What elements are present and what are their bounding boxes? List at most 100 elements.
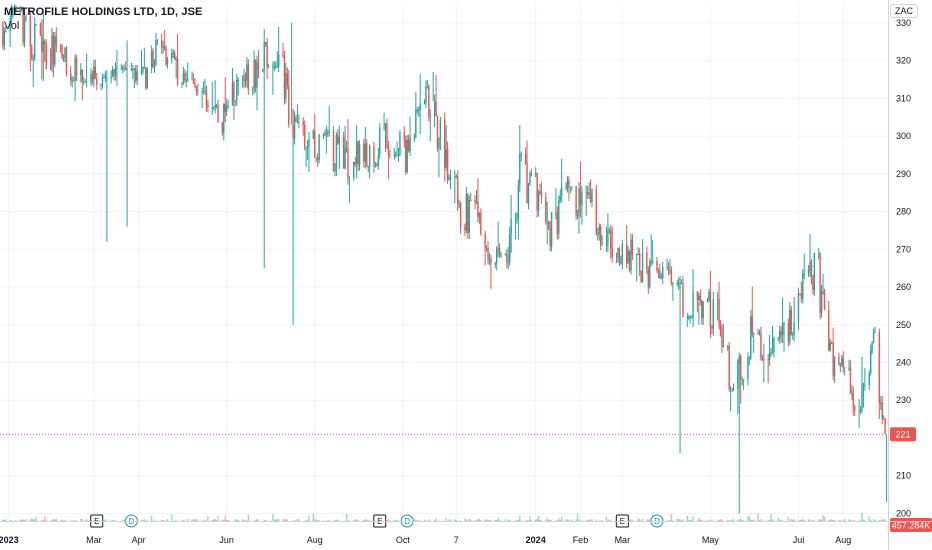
candle-body: [251, 89, 254, 91]
candle-body: [712, 299, 714, 329]
volume-bar: [578, 519, 580, 521]
candle-body: [266, 42, 268, 67]
candle: [880, 396, 882, 410]
candle-body: [368, 146, 371, 167]
candle-body: [692, 291, 694, 318]
candle: [555, 188, 557, 220]
candle: [458, 199, 460, 209]
candle: [589, 179, 592, 204]
candle-body: [719, 325, 722, 330]
candle-body: [389, 154, 391, 156]
candle-body: [322, 134, 325, 136]
candle: [165, 45, 167, 67]
candle-body: [416, 109, 418, 111]
candle-body: [864, 385, 866, 387]
time-axis[interactable]: 2023 Mar Apr Jun Aug Oct 7 2024 Feb Mar May Jul Aug: [0, 521, 932, 546]
volume-bar: [334, 519, 336, 521]
volume-bar: [729, 520, 732, 521]
candle-body: [753, 334, 755, 336]
candle: [569, 186, 572, 194]
candle-body: [197, 90, 199, 92]
candle-body: [597, 234, 599, 236]
candle: [620, 255, 622, 265]
candle: [31, 44, 33, 61]
candle: [132, 64, 134, 79]
candle: [640, 270, 642, 284]
volume-bar: [864, 520, 866, 521]
candle: [478, 212, 481, 225]
candle: [618, 246, 621, 267]
candle-body: [721, 329, 723, 347]
volume-bar: [487, 519, 489, 521]
candle: [282, 42, 284, 58]
candle: [100, 83, 102, 91]
volume-label[interactable]: Vol: [4, 20, 20, 32]
volume-bar: [438, 520, 440, 521]
candle-body: [45, 44, 47, 70]
candle: [215, 103, 218, 109]
candle: [142, 66, 144, 75]
candle: [152, 48, 154, 69]
candle: [55, 27, 58, 53]
candle: [308, 132, 310, 172]
candle: [455, 174, 457, 179]
candle-body: [510, 218, 512, 235]
candle-body: [881, 402, 883, 419]
volume-bar: [175, 520, 177, 521]
candle: [575, 185, 577, 220]
candle-body: [345, 147, 348, 149]
candle: [484, 230, 486, 266]
volume-bar: [275, 519, 277, 521]
volume-bar: [586, 520, 589, 521]
candle-body: [841, 357, 843, 365]
candle-body: [545, 197, 547, 223]
candle: [686, 312, 689, 327]
candle: [91, 70, 94, 86]
volume-bar: [732, 519, 735, 521]
candle-body: [225, 105, 228, 112]
price-axis[interactable]: 2002102202302402502602702802903003103203…: [888, 0, 932, 550]
volume-bar: [416, 519, 418, 521]
volume-bar: [568, 519, 570, 521]
symbol-title[interactable]: METROFILE HOLDINGS LTD, 1D, JSE: [4, 6, 203, 18]
volume-bar: [51, 519, 53, 521]
candle: [386, 118, 388, 150]
candle: [5, 26, 7, 33]
currency-badge[interactable]: ZAC: [890, 4, 918, 18]
candle: [283, 51, 286, 105]
volume-bar: [54, 519, 56, 521]
candle: [789, 302, 791, 346]
candle-body: [84, 81, 86, 83]
volume-bar: [817, 519, 820, 521]
candle: [23, 15, 26, 48]
volume-bar: [699, 519, 702, 521]
candle-body: [810, 261, 813, 282]
volume-bar: [295, 520, 297, 521]
volume-bar: [882, 519, 885, 521]
candle: [423, 99, 426, 105]
volume-bar: [790, 519, 792, 521]
candle: [534, 167, 537, 178]
candle: [813, 252, 816, 296]
volume-bar: [318, 520, 320, 521]
candle-body: [145, 67, 147, 88]
candle: [641, 239, 644, 283]
last-price-badge-text: 221: [895, 430, 910, 440]
candle-body: [273, 66, 276, 68]
candle: [383, 112, 385, 131]
volume-bar: [555, 520, 557, 521]
candle: [413, 133, 416, 142]
candle-body: [347, 147, 349, 178]
candle: [809, 234, 811, 277]
candle-body: [868, 373, 870, 386]
price-tick-label: 250: [896, 320, 911, 330]
candle-body: [833, 356, 836, 376]
candle: [719, 320, 722, 337]
volume-bar: [256, 518, 258, 521]
candle: [374, 161, 377, 168]
candle: [396, 141, 398, 157]
candle: [186, 62, 189, 82]
candle-body: [286, 73, 289, 86]
candle: [334, 163, 336, 177]
